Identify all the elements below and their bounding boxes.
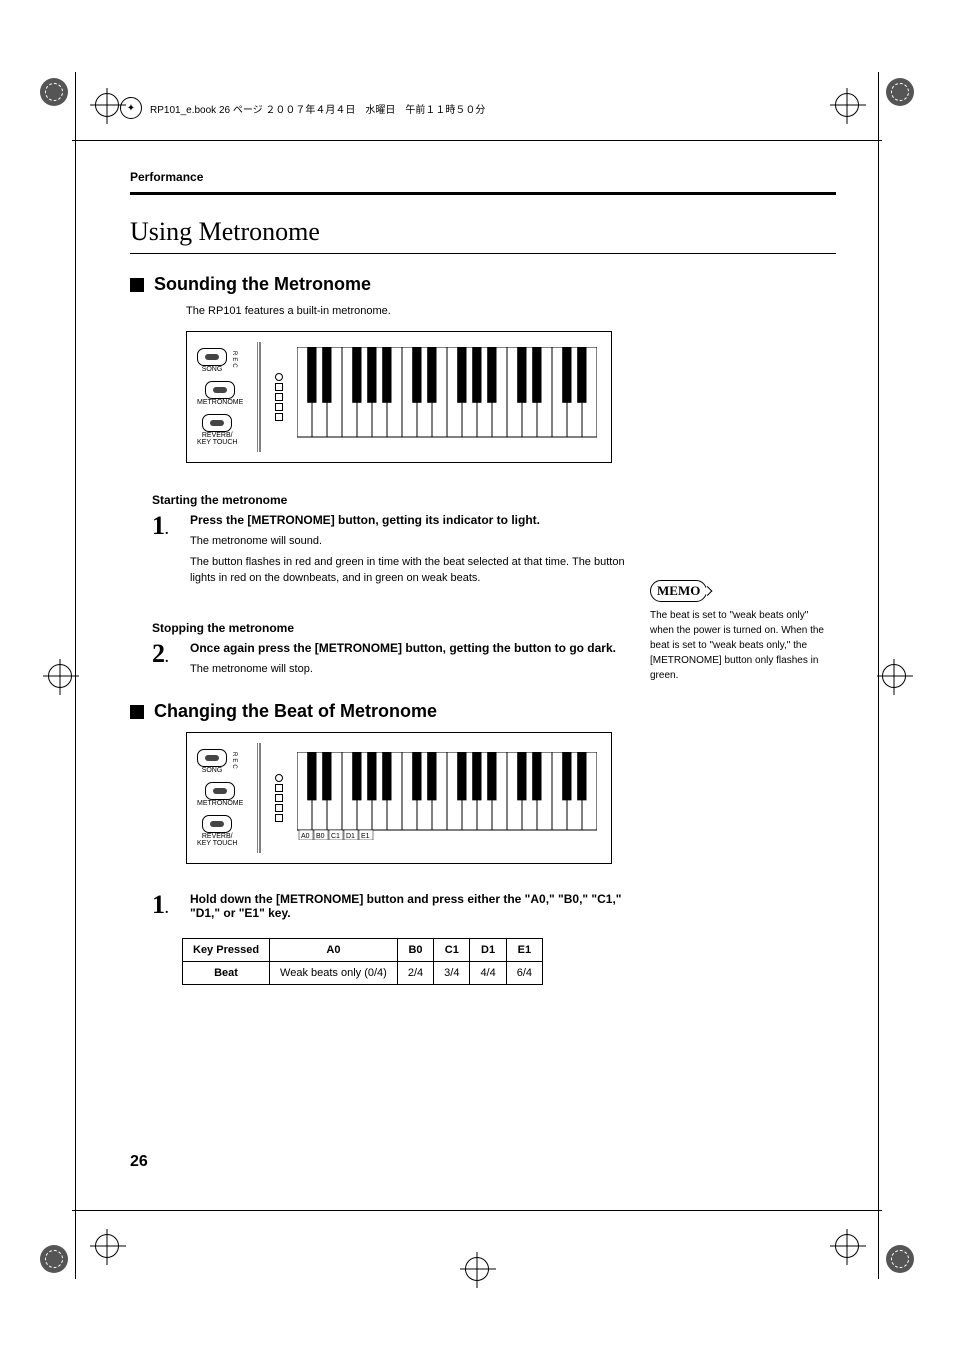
memo-text: The beat is set to "weak beats only" whe… bbox=[650, 608, 828, 683]
registration-mark bbox=[882, 664, 906, 688]
svg-text:A0: A0 bbox=[301, 833, 310, 840]
header-marker-icon: ✦ bbox=[120, 97, 142, 119]
panel-buttons: SONG REC METRONOME REVERB/ KEY TOUCH bbox=[197, 348, 243, 446]
frame-line bbox=[75, 72, 76, 1279]
btn-label: REVERB/ KEY TOUCH bbox=[197, 432, 237, 446]
step-2: 2. Once again press the [METRONOME] butt… bbox=[152, 641, 632, 682]
crop-disc bbox=[886, 78, 914, 106]
reverb-button-icon bbox=[202, 414, 232, 432]
page-number: 26 bbox=[130, 1153, 148, 1171]
table-header-cell: C1 bbox=[434, 939, 470, 962]
header-filename: RP101_e.book 26 ページ ２００７年４月４日 水曜日 午前１１時５… bbox=[150, 101, 485, 116]
step-instruction: Once again press the [METRONOME] button,… bbox=[190, 641, 632, 655]
step-number: 2 bbox=[152, 639, 165, 668]
frame-line bbox=[72, 1210, 882, 1211]
keyboard-diagram bbox=[297, 347, 597, 447]
rule bbox=[130, 192, 836, 195]
table-cell: Weak beats only (0/4) bbox=[270, 962, 398, 985]
panel-box: SONG REC METRONOME REVERB/ KEY TOUCH bbox=[186, 732, 612, 864]
beat-table: Key PressedA0B0C1D1E1 BeatWeak beats onl… bbox=[182, 938, 543, 985]
rec-label: REC bbox=[231, 351, 237, 370]
volume-strip bbox=[275, 373, 283, 421]
crop-disc bbox=[40, 1245, 68, 1273]
table-header-row: Key PressedA0B0C1D1E1 bbox=[183, 939, 543, 962]
song-button-icon bbox=[197, 749, 227, 767]
table-header-cell: Key Pressed bbox=[183, 939, 270, 962]
step-1b: 1. Hold down the [METRONOME] button and … bbox=[152, 892, 632, 926]
btn-label: METRONOME bbox=[197, 399, 243, 406]
page-content: Performance Using Metronome Sounding the… bbox=[130, 170, 836, 1181]
table-row: BeatWeak beats only (0/4)2/43/44/46/4 bbox=[183, 962, 543, 985]
divider-icon bbox=[257, 743, 261, 853]
panel-box: SONG REC METRONOME REVERB/ KEY TOUCH bbox=[186, 331, 612, 463]
svg-text:E1: E1 bbox=[361, 833, 370, 840]
section-h1: Using Metronome bbox=[130, 217, 836, 247]
registration-mark bbox=[95, 93, 119, 117]
table-cell: 3/4 bbox=[434, 962, 470, 985]
registration-mark bbox=[835, 93, 859, 117]
table-cell: 6/4 bbox=[506, 962, 542, 985]
section-h2: Changing the Beat of Metronome bbox=[130, 701, 836, 722]
step-text: The metronome will sound. bbox=[190, 533, 632, 550]
panel-buttons: SONG REC METRONOME REVERB/ KEY TOUCH bbox=[197, 749, 243, 847]
step-instruction: Hold down the [METRONOME] button and pre… bbox=[190, 892, 632, 920]
metronome-button-icon bbox=[205, 782, 235, 800]
table-header-cell: B0 bbox=[397, 939, 433, 962]
step-text: The metronome will stop. bbox=[190, 661, 632, 678]
svg-text:C1: C1 bbox=[331, 833, 340, 840]
btn-label: SONG bbox=[202, 366, 223, 373]
running-head: Performance bbox=[130, 170, 836, 184]
manual-page: ✦ RP101_e.book 26 ページ ２００７年４月４日 水曜日 午前１１… bbox=[0, 0, 954, 1351]
memo-sidebar: MEMO The beat is set to "weak beats only… bbox=[650, 580, 828, 683]
panel-diagram: SONG REC METRONOME REVERB/ KEY TOUCH bbox=[186, 331, 836, 463]
step-text: The button flashes in red and green in t… bbox=[190, 554, 632, 587]
svg-text:B0: B0 bbox=[316, 833, 325, 840]
btn-label: SONG bbox=[202, 767, 223, 774]
svg-text:D1: D1 bbox=[346, 833, 355, 840]
metronome-button-icon bbox=[205, 381, 235, 399]
memo-label: MEMO bbox=[650, 580, 707, 602]
registration-mark bbox=[465, 1257, 489, 1281]
crop-disc bbox=[886, 1245, 914, 1273]
bullet-square-icon bbox=[130, 278, 144, 292]
table-header-cell: A0 bbox=[270, 939, 398, 962]
step-1: 1. Press the [METRONOME] button, getting… bbox=[152, 513, 632, 591]
frame-line bbox=[878, 72, 879, 1279]
divider-icon bbox=[257, 342, 261, 452]
btn-label: METRONOME bbox=[197, 800, 243, 807]
header-info-bar: ✦ RP101_e.book 26 ページ ２００７年４月４日 水曜日 午前１１… bbox=[120, 97, 834, 119]
table-header-cell: E1 bbox=[506, 939, 542, 962]
rule bbox=[130, 253, 836, 254]
rec-label: REC bbox=[231, 752, 237, 771]
table-cell: 2/4 bbox=[397, 962, 433, 985]
frame-line bbox=[72, 140, 882, 141]
sub-heading: Starting the metronome bbox=[152, 493, 836, 507]
h2-text: Sounding the Metronome bbox=[154, 274, 371, 295]
step-number: 1 bbox=[152, 890, 165, 919]
panel-diagram-2: SONG REC METRONOME REVERB/ KEY TOUCH bbox=[186, 732, 836, 864]
volume-strip bbox=[275, 774, 283, 822]
step-instruction: Press the [METRONOME] button, getting it… bbox=[190, 513, 632, 527]
reverb-button-icon bbox=[202, 815, 232, 833]
bullet-square-icon bbox=[130, 705, 144, 719]
step-number: 1 bbox=[152, 511, 165, 540]
registration-mark bbox=[48, 664, 72, 688]
table-header-cell: D1 bbox=[470, 939, 506, 962]
btn-label: REVERB/ KEY TOUCH bbox=[197, 833, 237, 847]
section-h2: Sounding the Metronome bbox=[130, 274, 836, 295]
registration-mark bbox=[95, 1234, 119, 1258]
song-button-icon bbox=[197, 348, 227, 366]
crop-disc bbox=[40, 78, 68, 106]
registration-mark bbox=[835, 1234, 859, 1258]
table-row-head: Beat bbox=[183, 962, 270, 985]
table-cell: 4/4 bbox=[470, 962, 506, 985]
keyboard-diagram: A0 B0 C1 D1 E1 bbox=[297, 752, 597, 840]
h2-text: Changing the Beat of Metronome bbox=[154, 701, 437, 722]
intro-text: The RP101 features a built-in metronome. bbox=[186, 305, 836, 317]
